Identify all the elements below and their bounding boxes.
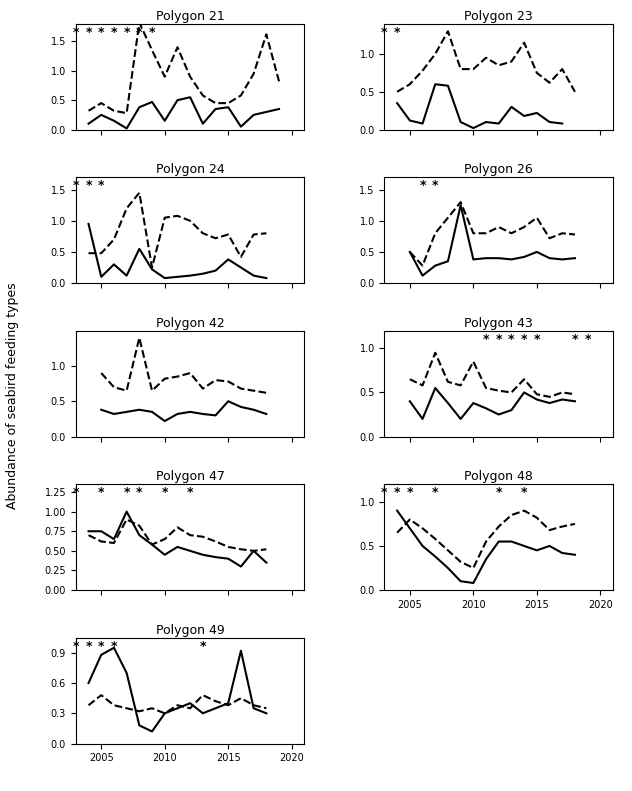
- Text: *: *: [381, 486, 387, 499]
- Text: *: *: [73, 640, 79, 653]
- Text: *: *: [85, 180, 92, 192]
- Text: Abundance of seabird feeding types: Abundance of seabird feeding types: [6, 282, 19, 509]
- Text: *: *: [98, 640, 104, 653]
- Title: Polygon 26: Polygon 26: [465, 163, 533, 176]
- Text: *: *: [394, 486, 401, 499]
- Text: *: *: [73, 25, 79, 39]
- Title: Polygon 21: Polygon 21: [155, 9, 224, 23]
- Text: *: *: [495, 486, 502, 499]
- Text: *: *: [98, 180, 104, 192]
- Text: *: *: [98, 25, 104, 39]
- Title: Polygon 48: Polygon 48: [465, 470, 533, 483]
- Title: Polygon 49: Polygon 49: [155, 623, 224, 637]
- Title: Polygon 43: Polygon 43: [465, 316, 533, 330]
- Text: *: *: [111, 640, 117, 653]
- Text: *: *: [381, 25, 387, 39]
- Text: *: *: [406, 486, 413, 499]
- Text: *: *: [136, 25, 143, 39]
- Text: *: *: [73, 180, 79, 192]
- Text: *: *: [585, 333, 591, 346]
- Text: *: *: [73, 486, 79, 499]
- Title: Polygon 42: Polygon 42: [155, 316, 224, 330]
- Text: *: *: [533, 333, 540, 346]
- Title: Polygon 24: Polygon 24: [155, 163, 224, 176]
- Title: Polygon 47: Polygon 47: [155, 470, 224, 483]
- Text: *: *: [483, 333, 489, 346]
- Text: *: *: [149, 25, 155, 39]
- Text: *: *: [394, 25, 401, 39]
- Text: *: *: [85, 640, 92, 653]
- Text: *: *: [98, 486, 104, 499]
- Text: *: *: [419, 180, 426, 192]
- Text: *: *: [432, 486, 439, 499]
- Text: *: *: [123, 486, 130, 499]
- Text: *: *: [136, 486, 143, 499]
- Text: *: *: [162, 486, 168, 499]
- Text: *: *: [432, 180, 439, 192]
- Text: *: *: [111, 25, 117, 39]
- Text: *: *: [508, 333, 514, 346]
- Text: *: *: [521, 333, 527, 346]
- Text: *: *: [495, 333, 502, 346]
- Text: *: *: [521, 486, 527, 499]
- Text: *: *: [85, 25, 92, 39]
- Text: *: *: [572, 333, 578, 346]
- Text: *: *: [200, 640, 206, 653]
- Text: *: *: [123, 25, 130, 39]
- Title: Polygon 23: Polygon 23: [465, 9, 533, 23]
- Text: *: *: [187, 486, 193, 499]
